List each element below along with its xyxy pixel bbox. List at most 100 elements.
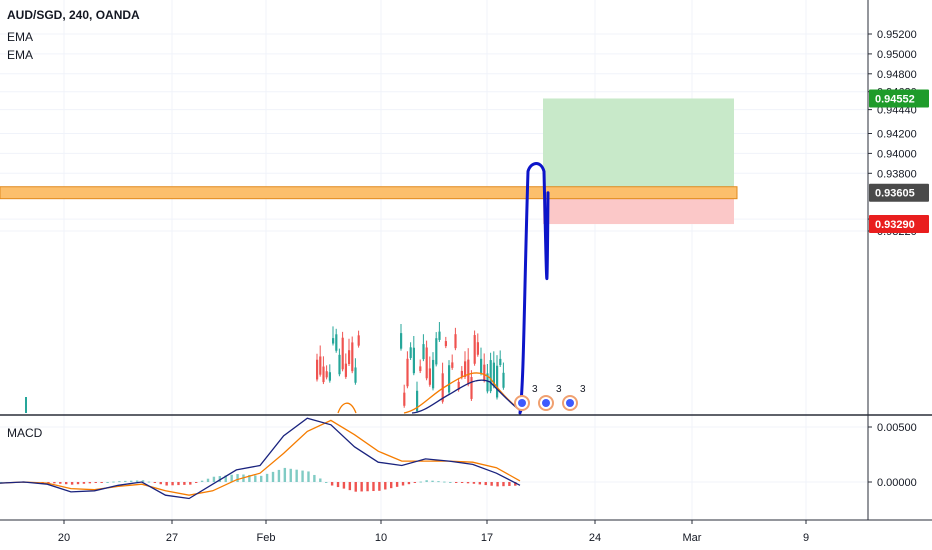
macd-tick-label: 0.00500 <box>877 422 917 434</box>
macd-histogram-bar <box>159 482 162 485</box>
macd-histogram-bar <box>443 481 446 483</box>
price-badge-label: 0.93605 <box>875 188 915 200</box>
candle-body <box>425 347 428 379</box>
price-tick-label: 0.94000 <box>877 148 917 160</box>
price-tick-label: 0.95000 <box>877 49 917 61</box>
candle-body <box>428 368 431 385</box>
candle-body <box>332 338 335 344</box>
macd-histogram-bar <box>455 482 458 483</box>
candle-body <box>422 344 425 360</box>
macd-histogram-bar <box>478 482 482 485</box>
candle-body <box>460 370 463 378</box>
candle-body <box>492 362 495 387</box>
time-tick-label: 10 <box>375 532 387 544</box>
indicator-ema-2: EMA <box>7 48 34 62</box>
price-badge-label: 0.94552 <box>875 93 915 105</box>
macd-histogram-bar <box>366 482 369 492</box>
macd-histogram-bar <box>307 471 310 482</box>
candle-body <box>438 331 441 340</box>
macd-histogram-bar <box>508 482 511 486</box>
macd-histogram-bar <box>147 481 151 483</box>
resistance-zone-rect[interactable] <box>0 186 738 200</box>
event-marker-dot <box>542 399 550 407</box>
macd-tick-label: 0.00000 <box>877 477 917 489</box>
candle-body <box>480 358 483 374</box>
candle-body <box>412 347 415 374</box>
candle-body <box>441 373 444 402</box>
candle-body <box>470 377 473 399</box>
candle-body <box>328 372 331 381</box>
macd-histogram-bar <box>277 469 281 482</box>
candle-body <box>351 342 354 372</box>
macd-histogram-bar <box>449 482 452 483</box>
candle-body <box>496 365 499 398</box>
macd-histogram-bar <box>319 478 322 482</box>
macd-histogram-bar <box>53 482 56 484</box>
profit-target-area[interactable] <box>543 98 734 193</box>
long-position-tool[interactable] <box>543 98 734 225</box>
candle-body <box>406 358 409 387</box>
candle-body <box>432 359 435 389</box>
candle-body <box>316 359 319 380</box>
event-count-label: 3 <box>580 384 586 395</box>
time-tick-label: Feb <box>257 532 276 544</box>
macd-histogram-bar <box>514 482 517 486</box>
candle-body <box>486 373 489 392</box>
candle-body <box>454 334 457 349</box>
macd-histogram-bar <box>289 468 292 482</box>
macd-histogram-bar <box>271 471 275 482</box>
macd-histogram-bar <box>490 482 493 486</box>
price-tick-label: 0.94440 <box>877 105 917 117</box>
macd-histogram-bar <box>484 482 487 486</box>
candle-body <box>444 341 447 347</box>
projection-curve[interactable] <box>518 161 550 415</box>
price-badge-label: 0.93290 <box>875 219 915 231</box>
candle-body <box>409 347 412 358</box>
macd-histogram-bar <box>301 470 304 482</box>
candle-body <box>464 361 467 377</box>
projection-drawing[interactable] <box>518 161 550 415</box>
time-tick-label: 20 <box>58 532 70 544</box>
macd-histogram-bar <box>378 482 381 491</box>
ema-lines <box>337 372 523 414</box>
symbol-title: AUD/SGD, 240, OANDA <box>7 8 140 22</box>
candle-body <box>344 363 347 377</box>
resistance-zone[interactable] <box>0 186 738 200</box>
candle-body <box>357 335 360 346</box>
macd-histogram-bar <box>248 474 251 482</box>
time-tick-label: 17 <box>481 532 493 544</box>
macd-histogram-bar <box>153 482 157 483</box>
macd-histogram-bar <box>106 482 109 483</box>
macd-histogram-bar <box>384 482 387 490</box>
candle-body <box>489 360 492 392</box>
price-tick-label: 0.94200 <box>877 129 917 141</box>
macd-histogram-bar <box>348 482 352 491</box>
macd-histogram-bar <box>360 482 363 492</box>
candle-body <box>338 354 341 375</box>
ema-line-slow <box>411 379 523 414</box>
macd-histogram-bar <box>236 474 239 482</box>
macd-histogram-bar <box>59 482 62 484</box>
macd-histogram-bar <box>413 482 417 483</box>
candle-body <box>325 371 328 378</box>
macd-histogram-bar <box>390 482 393 489</box>
event-count-label: 3 <box>532 384 538 395</box>
event-markers[interactable]: 3 3 3 <box>514 384 586 411</box>
time-tick-label: 27 <box>166 532 178 544</box>
macd-label: MACD <box>7 426 43 440</box>
price-tick-label: 0.95200 <box>877 29 917 41</box>
macd-histogram-bar <box>141 480 145 482</box>
price-badge <box>869 183 929 202</box>
price-badge <box>869 89 929 108</box>
macd-histogram-bar <box>70 482 74 485</box>
macd-histogram-bar <box>372 482 375 492</box>
macd-histogram-bar <box>342 482 346 489</box>
macd-histogram-bar <box>395 482 399 487</box>
macd-histogram-bar <box>419 481 422 483</box>
macd-histogram-bar <box>200 480 204 482</box>
macd-histogram-bar <box>431 480 434 482</box>
macd-line <box>0 417 521 500</box>
macd-histogram-bar <box>325 482 328 483</box>
